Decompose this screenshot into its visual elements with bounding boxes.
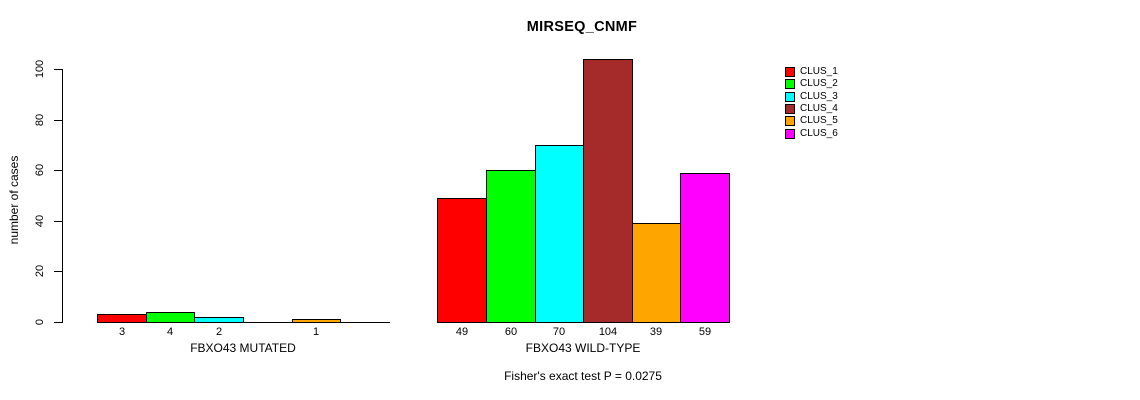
bar-clus_5-group1 xyxy=(292,319,341,323)
bar-value-label: 3 xyxy=(118,326,126,338)
bar-value-label: 2 xyxy=(215,326,223,338)
group-label-2: FBXO43 WILD-TYPE xyxy=(525,341,641,355)
zero-bar-clus_4-group1 xyxy=(243,322,293,323)
bar-clus_1-group2 xyxy=(437,198,487,323)
bar-value-label: 4 xyxy=(166,326,174,338)
bar-clus_3-group2 xyxy=(535,145,584,323)
legend-label-clus_2: CLUS_2 xyxy=(800,78,838,89)
y-axis-tick-label: 20 xyxy=(34,264,46,278)
bar-clus_2-group1 xyxy=(146,312,195,323)
legend-label-clus_3: CLUS_3 xyxy=(800,91,838,102)
bar-clus_3-group1 xyxy=(194,317,244,323)
y-axis-title: number of cases xyxy=(7,155,21,245)
y-axis-tick-label: 100 xyxy=(34,59,46,79)
bar-value-label: 59 xyxy=(698,326,712,338)
y-axis-tick-label: 0 xyxy=(34,318,46,326)
legend-swatch-clus_6 xyxy=(785,129,795,139)
y-axis-tick-label: 40 xyxy=(34,214,46,228)
bar-value-label: 39 xyxy=(649,326,663,338)
bar-value-label: 104 xyxy=(598,326,618,338)
group-label-1: FBXO43 MUTATED xyxy=(190,341,296,355)
legend-label-clus_6: CLUS_6 xyxy=(800,128,838,139)
bar-value-label: 70 xyxy=(552,326,566,338)
bar-value-label: 1 xyxy=(312,326,320,338)
legend-label-clus_5: CLUS_5 xyxy=(800,115,838,126)
y-axis-tick xyxy=(54,322,62,323)
y-axis-tick-label: 60 xyxy=(34,163,46,177)
bar-value-label: 60 xyxy=(504,326,518,338)
bar-value-label: 49 xyxy=(455,326,469,338)
bar-clus_6-group2 xyxy=(680,173,730,323)
bar-clus_2-group2 xyxy=(486,170,536,323)
legend-swatch-clus_4 xyxy=(785,104,795,114)
fisher-test-annotation: Fisher's exact test P = 0.0275 xyxy=(504,369,662,383)
bar-clus_1-group1 xyxy=(97,314,147,323)
legend-swatch-clus_3 xyxy=(785,92,795,102)
legend-label-clus_1: CLUS_1 xyxy=(800,66,838,77)
y-axis-line xyxy=(62,69,63,323)
legend-label-clus_4: CLUS_4 xyxy=(800,103,838,114)
y-axis-tick xyxy=(54,221,62,222)
y-axis-tick xyxy=(54,170,62,171)
bar-clus_4-group2 xyxy=(583,59,633,323)
y-axis-tick-label: 80 xyxy=(34,113,46,127)
y-axis-tick xyxy=(54,271,62,272)
y-axis-tick xyxy=(54,120,62,121)
legend-swatch-clus_1 xyxy=(785,67,795,77)
bar-clus_5-group2 xyxy=(632,223,681,323)
zero-bar-clus_6-group1 xyxy=(340,322,390,323)
legend-swatch-clus_2 xyxy=(785,79,795,89)
y-axis-tick xyxy=(54,69,62,70)
chart-title: MIRSEQ_CNMF xyxy=(526,19,638,35)
legend-swatch-clus_5 xyxy=(785,116,795,126)
